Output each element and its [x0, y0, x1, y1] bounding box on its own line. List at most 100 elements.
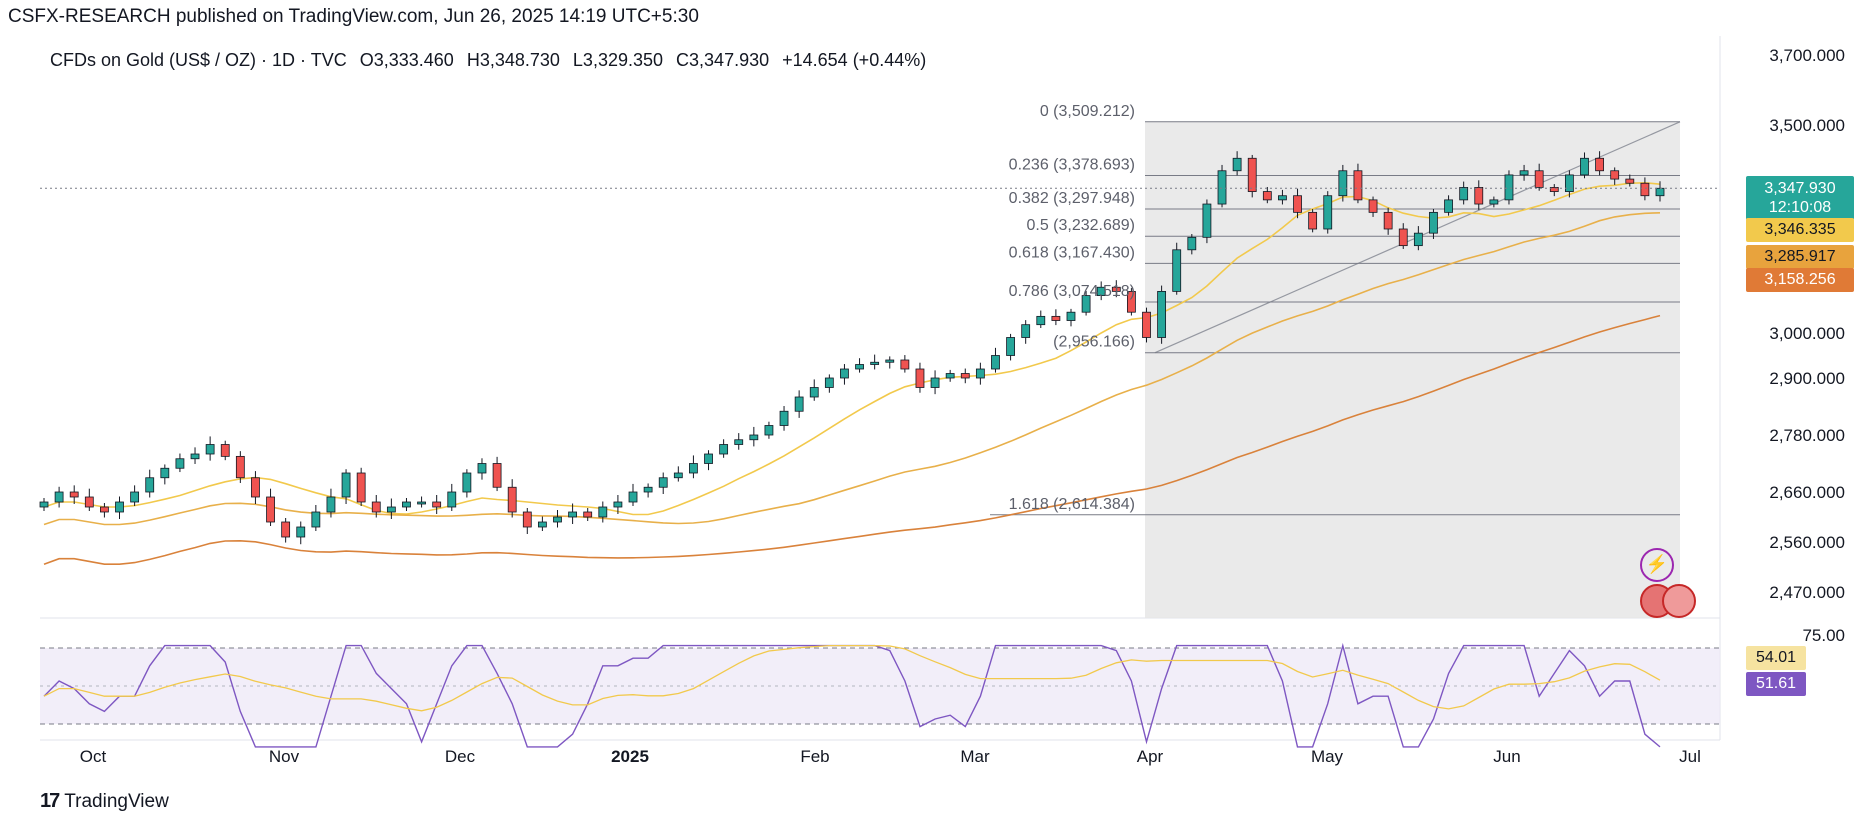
candle-down: [1610, 170, 1620, 180]
candle-up: [1444, 199, 1453, 213]
candle-up: [205, 444, 215, 455]
candle-down: [100, 506, 109, 513]
candle-down: [1262, 191, 1272, 201]
symbol-name[interactable]: CFDs on Gold (US$ / OZ) · 1D · TVC: [50, 50, 347, 70]
candle-down: [1142, 311, 1151, 338]
candle-up: [824, 377, 834, 388]
price-tick-label: 2,900.000: [1769, 369, 1845, 388]
candle-up: [39, 501, 49, 508]
candle-up: [658, 477, 668, 488]
candle-up: [1021, 324, 1031, 338]
candle-up: [54, 491, 64, 503]
rsi-ma-tag: 54.01: [1746, 646, 1806, 670]
candle-up: [1655, 187, 1665, 197]
candle-up: [749, 434, 759, 441]
candle-down: [251, 477, 260, 498]
lightning-icon[interactable]: ⚡: [1640, 548, 1674, 582]
candle-up: [537, 521, 547, 528]
rsi-tick-label: 75.00: [1802, 626, 1845, 645]
fibonacci-labels: 0 (3,509.212) 0.236 (3,378.693) 0.382 (3,2…: [1009, 103, 1135, 513]
candle-up: [1278, 195, 1287, 201]
fib-level-label: 0.5 (3,232.689): [1026, 217, 1135, 234]
candle-down: [1595, 157, 1604, 172]
candle-up: [598, 506, 608, 518]
candle-down: [507, 486, 517, 513]
candle-down: [1111, 286, 1121, 292]
candle-down: [492, 463, 502, 488]
candle-down: [900, 359, 910, 370]
candle-up: [779, 410, 789, 426]
candle-down: [522, 511, 532, 528]
ohlc-open: O3,333.460: [359, 50, 454, 70]
last-price-value: 3,347.930: [1764, 180, 1836, 197]
candle-down: [1640, 182, 1650, 197]
time-tick-label: 2025: [611, 747, 649, 766]
candle-up: [190, 453, 200, 460]
candle-up: [930, 377, 940, 388]
candle-down: [1293, 195, 1302, 213]
candle-up: [1232, 157, 1242, 172]
candle-down: [235, 455, 245, 479]
fib-background: [1145, 121, 1680, 618]
candle-down: [266, 496, 275, 523]
symbol-legend: CFDs on Gold (US$ / OZ) · 1D · TVC O3,33…: [50, 50, 934, 71]
candle-down: [432, 501, 442, 508]
time-tick-label: Mar: [960, 747, 990, 766]
candle-up: [553, 516, 562, 523]
candle-up: [1323, 195, 1333, 230]
price-axis[interactable]: 3,700.000 3,500.000 3,000.000 2,900.000 2,78…: [1769, 46, 1845, 602]
candle-up: [145, 477, 155, 493]
candle-up: [1006, 337, 1015, 356]
time-axis[interactable]: Oct Nov Dec 2025 Feb Mar Apr May Jun Jul: [80, 747, 1701, 766]
price-tick-label: 2,660.000: [1769, 483, 1845, 502]
ohlc-high: H3,348.730: [466, 50, 560, 70]
candle-up: [1096, 286, 1106, 296]
ma-fast-tag: 3,346.335: [1746, 218, 1854, 242]
candle-down: [356, 472, 366, 503]
candle-up: [643, 486, 653, 493]
candle-down: [1353, 170, 1363, 201]
candle-down: [281, 521, 291, 538]
candlesticks[interactable]: [39, 151, 1665, 545]
candle-up: [462, 472, 472, 493]
candle-up: [840, 368, 849, 379]
rsi-pane[interactable]: 75.00: [40, 626, 1845, 748]
candle-up: [975, 368, 985, 379]
candle-up: [115, 501, 124, 513]
fibonacci-zone[interactable]: [990, 121, 1681, 618]
tradingview-brand: TradingView: [64, 790, 169, 812]
tradingview-mark-icon: 17: [40, 790, 60, 812]
candle-down: [1398, 228, 1408, 247]
us-flag-icon-2[interactable]: [1662, 584, 1696, 618]
candle-up: [386, 506, 396, 513]
candle-up: [1580, 157, 1589, 176]
candle-down: [1383, 211, 1393, 230]
candle-down: [1247, 157, 1257, 192]
candle-up: [447, 491, 457, 508]
ohlc-low: L3,329.350: [572, 50, 664, 70]
time-tick-label: May: [1311, 747, 1344, 766]
candle-down: [583, 511, 593, 518]
candle-up: [613, 501, 623, 508]
price-tick-label: 2,560.000: [1769, 533, 1845, 552]
time-tick-label: Jul: [1679, 747, 1701, 766]
candle-up: [1564, 174, 1574, 192]
tradingview-logo[interactable]: 17 TradingView: [40, 790, 169, 813]
rsi-ma-line: [43, 644, 1661, 712]
fib-level-label: 0.618 (3,167.430): [1009, 244, 1135, 261]
candle-down: [1308, 211, 1318, 230]
time-tick-label: Jun: [1493, 747, 1520, 766]
candle-down: [1534, 170, 1544, 188]
candle-up: [160, 467, 170, 479]
candle-down: [1051, 315, 1061, 321]
ma-fast-line: [43, 181, 1661, 516]
fib-level-label: 1.618 (2,614.384): [1009, 496, 1135, 513]
candle-up: [568, 511, 577, 518]
fib-level-label: 0.382 (3,297.948): [1009, 190, 1135, 207]
fib-level-label: 0.786 (3,074.518): [1009, 283, 1135, 300]
candle-up: [991, 355, 1000, 370]
candle-down: [960, 373, 970, 379]
published-caption: CSFX-RESEARCH published on TradingView.c…: [8, 6, 699, 27]
candle-up: [1459, 186, 1469, 201]
